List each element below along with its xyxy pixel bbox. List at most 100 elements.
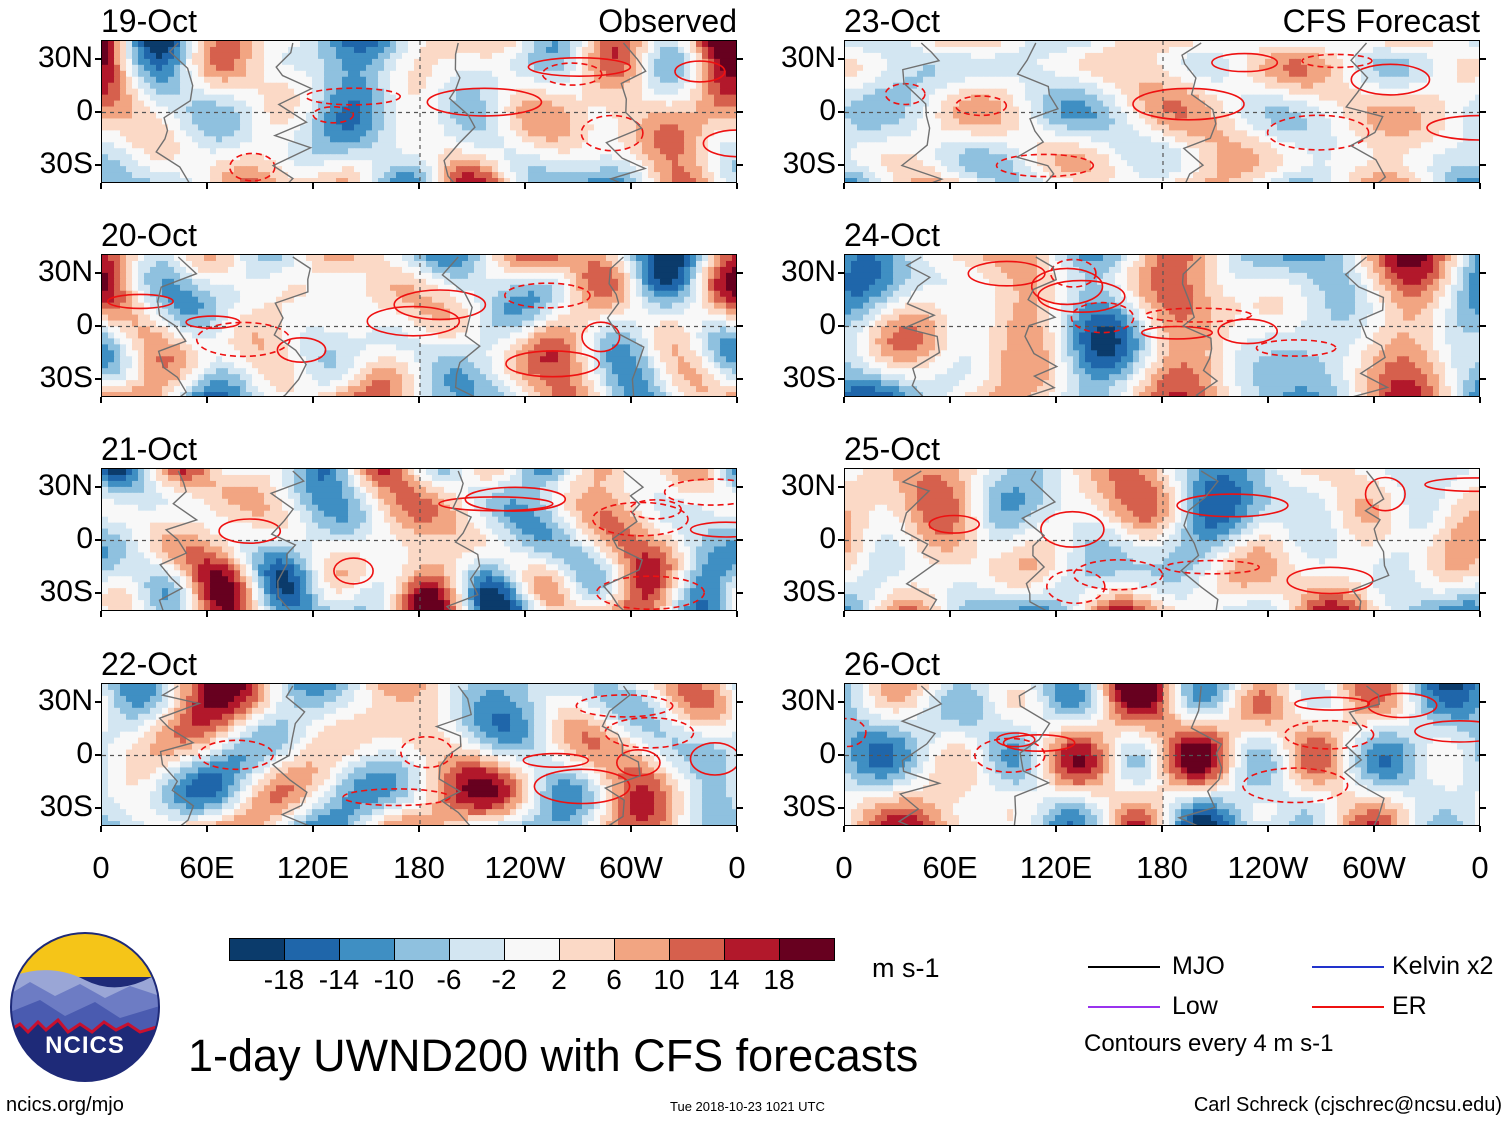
- lon-label: 0: [784, 852, 904, 883]
- map-panel: [844, 683, 1480, 826]
- lat-tick: [95, 111, 101, 113]
- lat-tick: [95, 325, 101, 327]
- lat-tick: [737, 58, 743, 60]
- lat-label: 30N: [766, 686, 836, 716]
- lat-label: 30N: [766, 257, 836, 287]
- lon-tick: [949, 826, 951, 832]
- panel-date-label: 22-Oct: [101, 648, 197, 680]
- lon-tick: [630, 397, 632, 403]
- contour-note: Contours every 4 m s-1: [1084, 1030, 1333, 1058]
- footer-url[interactable]: ncics.org/mjo: [6, 1094, 124, 1117]
- lat-label: 30S: [766, 792, 836, 822]
- lon-tick: [1055, 826, 1057, 832]
- lon-label: 0: [1420, 852, 1510, 883]
- lon-tick: [1373, 397, 1375, 403]
- lon-label: 120W: [1208, 852, 1328, 883]
- lon-tick: [1373, 183, 1375, 189]
- ncics-logo: NCICS: [10, 932, 160, 1082]
- lat-tick: [95, 592, 101, 594]
- lon-tick: [1161, 183, 1163, 189]
- lat-label: 30S: [23, 577, 93, 607]
- lon-tick: [1267, 826, 1269, 832]
- panel-source-label: Observed: [101, 5, 737, 37]
- lat-label: 30N: [23, 257, 93, 287]
- lat-label: 30S: [766, 577, 836, 607]
- panel-date-label: 19-Oct: [101, 5, 197, 37]
- footer-credit: Carl Schreck (cjschrec@ncsu.edu): [1194, 1094, 1502, 1117]
- lat-tick: [1480, 164, 1486, 166]
- map-panel: [101, 683, 737, 826]
- lon-tick: [1161, 826, 1163, 832]
- lon-tick: [1055, 611, 1057, 617]
- lon-tick: [630, 183, 632, 189]
- lon-tick: [418, 826, 420, 832]
- lon-tick: [736, 826, 738, 832]
- lat-tick: [838, 58, 844, 60]
- lon-tick: [418, 397, 420, 403]
- lat-tick: [1480, 325, 1486, 327]
- lon-tick: [100, 611, 102, 617]
- colorbar-swatch: [559, 938, 615, 961]
- lon-tick: [312, 611, 314, 617]
- lon-tick: [843, 183, 845, 189]
- lat-tick: [1480, 58, 1486, 60]
- map-panel: [101, 468, 737, 611]
- lon-tick: [206, 183, 208, 189]
- lat-tick: [838, 807, 844, 809]
- lon-tick: [1161, 397, 1163, 403]
- figure-title: 1-day UWND200 with CFS forecasts: [188, 1030, 918, 1082]
- lon-tick: [312, 183, 314, 189]
- lat-tick: [838, 164, 844, 166]
- colorbar-tick-label: -2: [479, 964, 529, 996]
- lon-tick: [736, 611, 738, 617]
- map-panel: [844, 468, 1480, 611]
- lat-label: 0: [766, 524, 836, 554]
- lon-tick: [100, 826, 102, 832]
- lat-label: 30N: [23, 43, 93, 73]
- lat-tick: [1480, 701, 1486, 703]
- lon-label: 180: [359, 852, 479, 883]
- lat-label: 30N: [23, 686, 93, 716]
- lon-tick: [949, 611, 951, 617]
- lat-tick: [838, 325, 844, 327]
- lon-tick: [843, 397, 845, 403]
- lon-label: 180: [1102, 852, 1222, 883]
- colorbar-tick-label: 2: [534, 964, 584, 996]
- lat-label: 30N: [766, 471, 836, 501]
- lon-tick: [949, 397, 951, 403]
- legend-er-line: [1312, 1006, 1384, 1008]
- panel-source-label: CFS Forecast: [844, 5, 1480, 37]
- lat-label: 30S: [23, 363, 93, 393]
- lat-tick: [838, 378, 844, 380]
- lon-tick: [949, 183, 951, 189]
- lon-label: 0: [41, 852, 161, 883]
- lat-tick: [737, 164, 743, 166]
- map-panel: [844, 254, 1480, 397]
- colorbar-swatch: [394, 938, 450, 961]
- lat-tick: [95, 58, 101, 60]
- lat-tick: [838, 539, 844, 541]
- colorbar-tick-label: -6: [424, 964, 474, 996]
- legend-kelvin-label: Kelvin x2: [1392, 952, 1493, 981]
- lon-label: 60W: [1314, 852, 1434, 883]
- lat-label: 0: [766, 310, 836, 340]
- lat-tick: [838, 701, 844, 703]
- lon-tick: [1267, 183, 1269, 189]
- panel-date-label: 23-Oct: [844, 5, 940, 37]
- lat-tick: [1480, 486, 1486, 488]
- lat-tick: [1480, 539, 1486, 541]
- lon-tick: [1267, 611, 1269, 617]
- lat-tick: [737, 272, 743, 274]
- lat-tick: [737, 486, 743, 488]
- lat-tick: [737, 111, 743, 113]
- lat-tick: [95, 486, 101, 488]
- lon-tick: [100, 397, 102, 403]
- colorbar-swatch: [284, 938, 340, 961]
- panel-date-label: 20-Oct: [101, 219, 197, 251]
- lat-tick: [95, 272, 101, 274]
- lat-label: 0: [23, 96, 93, 126]
- lon-tick: [630, 826, 632, 832]
- lon-tick: [1267, 397, 1269, 403]
- lat-label: 30S: [766, 149, 836, 179]
- panel-date-label: 26-Oct: [844, 648, 940, 680]
